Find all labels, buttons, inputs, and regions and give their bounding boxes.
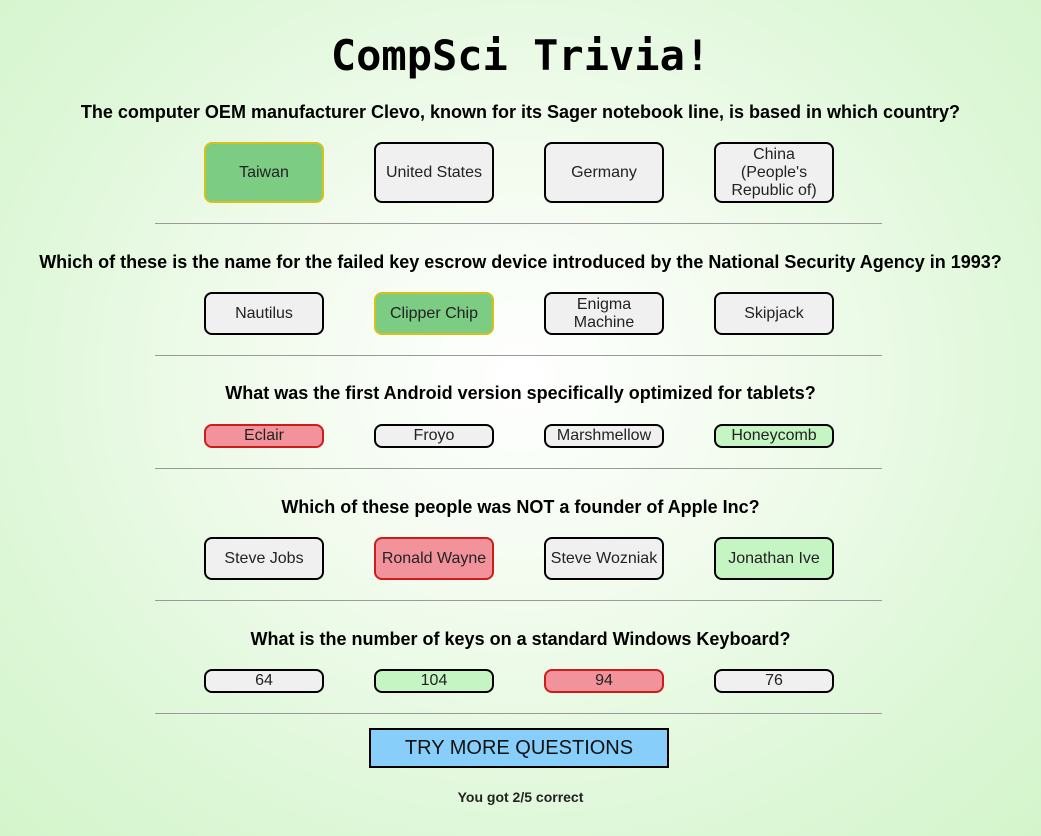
- page-title: CompSci Trivia!: [330, 31, 711, 80]
- answers-q2: Nautilus Clipper Chip Enigma Machine Ski…: [0, 292, 1041, 335]
- question-text: What is the number of keys on a standard…: [250, 629, 791, 649]
- answer-button[interactable]: Nautilus: [204, 292, 324, 335]
- answer-button[interactable]: 104: [374, 669, 494, 693]
- divider: [155, 468, 882, 469]
- answer-button[interactable]: 94: [544, 669, 664, 693]
- answers-q1: Taiwan United States Germany China (Peop…: [0, 142, 1041, 204]
- answer-button[interactable]: 64: [204, 669, 324, 693]
- answer-button[interactable]: 76: [714, 669, 834, 693]
- answer-button[interactable]: Eclair: [204, 424, 324, 448]
- question-4: Which of these people was NOT a founder …: [0, 496, 1041, 518]
- answer-button[interactable]: Steve Jobs: [204, 537, 324, 580]
- question-3: What was the first Android version speci…: [0, 382, 1041, 404]
- question-5: What is the number of keys on a standard…: [0, 628, 1041, 650]
- answer-button[interactable]: Jonathan Ive: [714, 537, 834, 580]
- divider: [155, 600, 882, 601]
- question-1: The computer OEM manufacturer Clevo, kno…: [0, 101, 1041, 123]
- answers-q4: Steve Jobs Ronald Wayne Steve Wozniak Jo…: [0, 537, 1041, 580]
- question-2: Which of these is the name for the faile…: [0, 251, 1041, 273]
- answer-button[interactable]: United States: [374, 142, 494, 203]
- answer-button[interactable]: Ronald Wayne: [374, 537, 494, 580]
- answer-button[interactable]: Skipjack: [714, 292, 834, 335]
- divider: [155, 355, 882, 356]
- answer-button[interactable]: Germany: [544, 142, 664, 203]
- question-text: Which of these is the name for the faile…: [39, 252, 1002, 272]
- divider: [155, 713, 882, 714]
- question-text: The computer OEM manufacturer Clevo, kno…: [80, 102, 961, 122]
- score-text: You got 2/5 correct: [457, 789, 584, 805]
- question-text: Which of these people was NOT a founder …: [281, 497, 760, 517]
- answer-button[interactable]: China (People's Republic of): [714, 142, 834, 203]
- answer-button[interactable]: Clipper Chip: [374, 292, 494, 335]
- answer-button[interactable]: Enigma Machine: [544, 292, 664, 335]
- answer-button[interactable]: Marshmellow: [544, 424, 664, 448]
- answer-button[interactable]: Honeycomb: [714, 424, 834, 448]
- answers-q5: 64 104 94 76: [0, 669, 1041, 693]
- answer-button[interactable]: Froyo: [374, 424, 494, 448]
- answers-q3: Eclair Froyo Marshmellow Honeycomb: [0, 424, 1041, 448]
- answer-button[interactable]: Taiwan: [204, 142, 324, 203]
- answer-button[interactable]: Steve Wozniak: [544, 537, 664, 580]
- question-text: What was the first Android version speci…: [225, 383, 816, 403]
- try-more-questions-button[interactable]: TRY MORE QUESTIONS: [369, 728, 669, 768]
- divider: [155, 223, 882, 224]
